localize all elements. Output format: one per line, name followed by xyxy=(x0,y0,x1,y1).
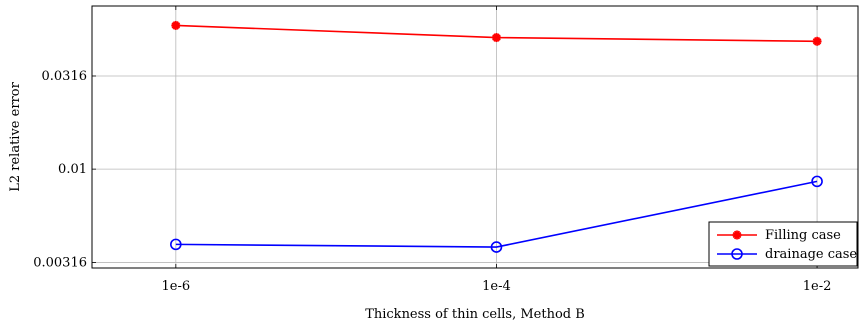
legend-item-drainage-case-label: drainage case xyxy=(765,247,857,262)
y-tick-label: 0.0316 xyxy=(42,69,88,84)
x-axis-label: Thickness of thin cells, Method B xyxy=(365,307,585,322)
series-filling-case-point xyxy=(491,33,501,43)
legend-items: Filling case drainage case xyxy=(717,228,857,262)
legend-item-filling-case-marker xyxy=(732,230,742,240)
y-axis-label: L2 relative error xyxy=(8,81,23,191)
y-tick-label: 0.01 xyxy=(58,162,87,177)
series-drainage-case-point xyxy=(811,175,823,188)
series-filling-case-point xyxy=(812,36,822,46)
x-tick-label: 1e-4 xyxy=(482,279,511,294)
series-drainage-case-point xyxy=(490,241,503,253)
series-filling-case-point xyxy=(171,20,181,30)
series-filling-case-point-stroke xyxy=(171,22,181,29)
y-tick-label: 0.00316 xyxy=(33,255,87,270)
series-drainage-case-point xyxy=(170,238,182,251)
series-drainage-case-line xyxy=(175,180,818,248)
legend-item-drainage-case-marker xyxy=(731,248,743,260)
x-tick-label: 1e-6 xyxy=(162,279,191,294)
plot-frame xyxy=(91,5,859,269)
series-layer xyxy=(170,20,823,253)
series-filling-case-point-stroke xyxy=(492,34,501,41)
series-drainage-case xyxy=(170,175,823,253)
legend-item-filling-case-label: Filling case xyxy=(765,228,841,243)
legend: Filling case drainage case xyxy=(708,221,858,267)
legend-item-filling-case-marker-stroke xyxy=(732,231,742,239)
y-axis-ticks: 0.00316 0.01 0.0316 xyxy=(33,69,96,270)
series-filling-case xyxy=(171,20,822,46)
series-filling-case-point-stroke xyxy=(812,38,822,45)
legend-item-filling-case: Filling case xyxy=(717,228,841,243)
x-axis-ticks: 1e-6 1e-4 1e-2 xyxy=(162,6,832,294)
legend-item-drainage-case: drainage case xyxy=(717,247,857,262)
x-tick-label: 1e-2 xyxy=(803,279,832,294)
